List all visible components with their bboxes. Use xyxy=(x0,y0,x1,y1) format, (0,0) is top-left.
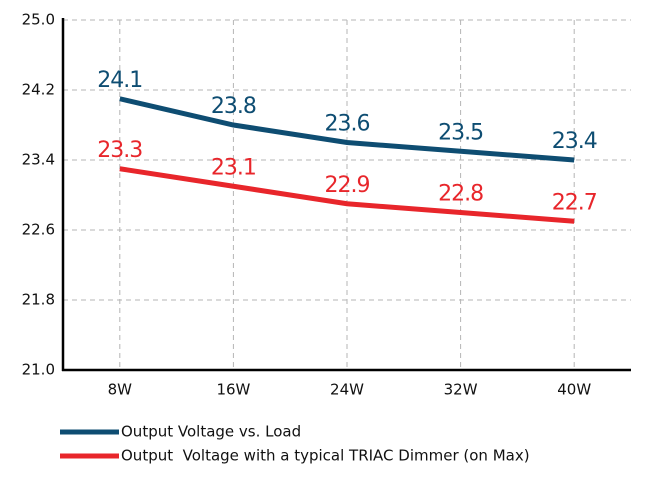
x-tick-label: 32W xyxy=(444,381,478,399)
data-label: 22.7 xyxy=(552,190,597,215)
x-tick-label: 40W xyxy=(557,381,591,399)
x-tick-label: 8W xyxy=(108,381,133,399)
legend-label: Output Voltage vs. Load xyxy=(121,423,301,441)
x-tick-label: 24W xyxy=(330,381,364,399)
data-label: 23.1 xyxy=(211,155,256,180)
series-line xyxy=(119,96,575,163)
y-tick-label: 24.2 xyxy=(22,81,55,99)
data-label: 22.8 xyxy=(438,182,483,207)
legend-label: Output Voltage with a typical TRIAC Dimm… xyxy=(121,447,530,465)
data-label: 23.6 xyxy=(325,112,370,137)
y-tick-label: 21.8 xyxy=(22,291,55,309)
data-label: 23.4 xyxy=(552,129,597,154)
y-tick-label: 23.4 xyxy=(22,151,55,169)
series-line xyxy=(119,166,575,224)
data-label: 22.9 xyxy=(325,173,370,198)
y-tick-label: 25.0 xyxy=(22,11,55,29)
y-tick-label: 21.0 xyxy=(22,361,55,379)
data-label: 24.1 xyxy=(97,68,142,93)
y-tick-label: 22.6 xyxy=(22,221,55,239)
data-label: 23.8 xyxy=(211,94,256,119)
data-label: 23.3 xyxy=(97,138,142,163)
data-label: 23.5 xyxy=(438,120,483,145)
x-tick-label: 16W xyxy=(216,381,250,399)
